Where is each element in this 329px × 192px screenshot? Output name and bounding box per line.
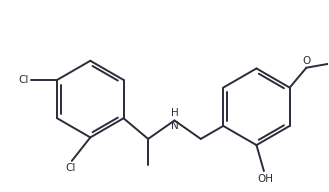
Text: Cl: Cl [65, 163, 76, 173]
Text: N: N [171, 121, 179, 131]
Text: Cl: Cl [18, 75, 29, 85]
Text: OH: OH [257, 174, 273, 184]
Text: H: H [171, 108, 179, 118]
Text: O: O [302, 56, 311, 66]
